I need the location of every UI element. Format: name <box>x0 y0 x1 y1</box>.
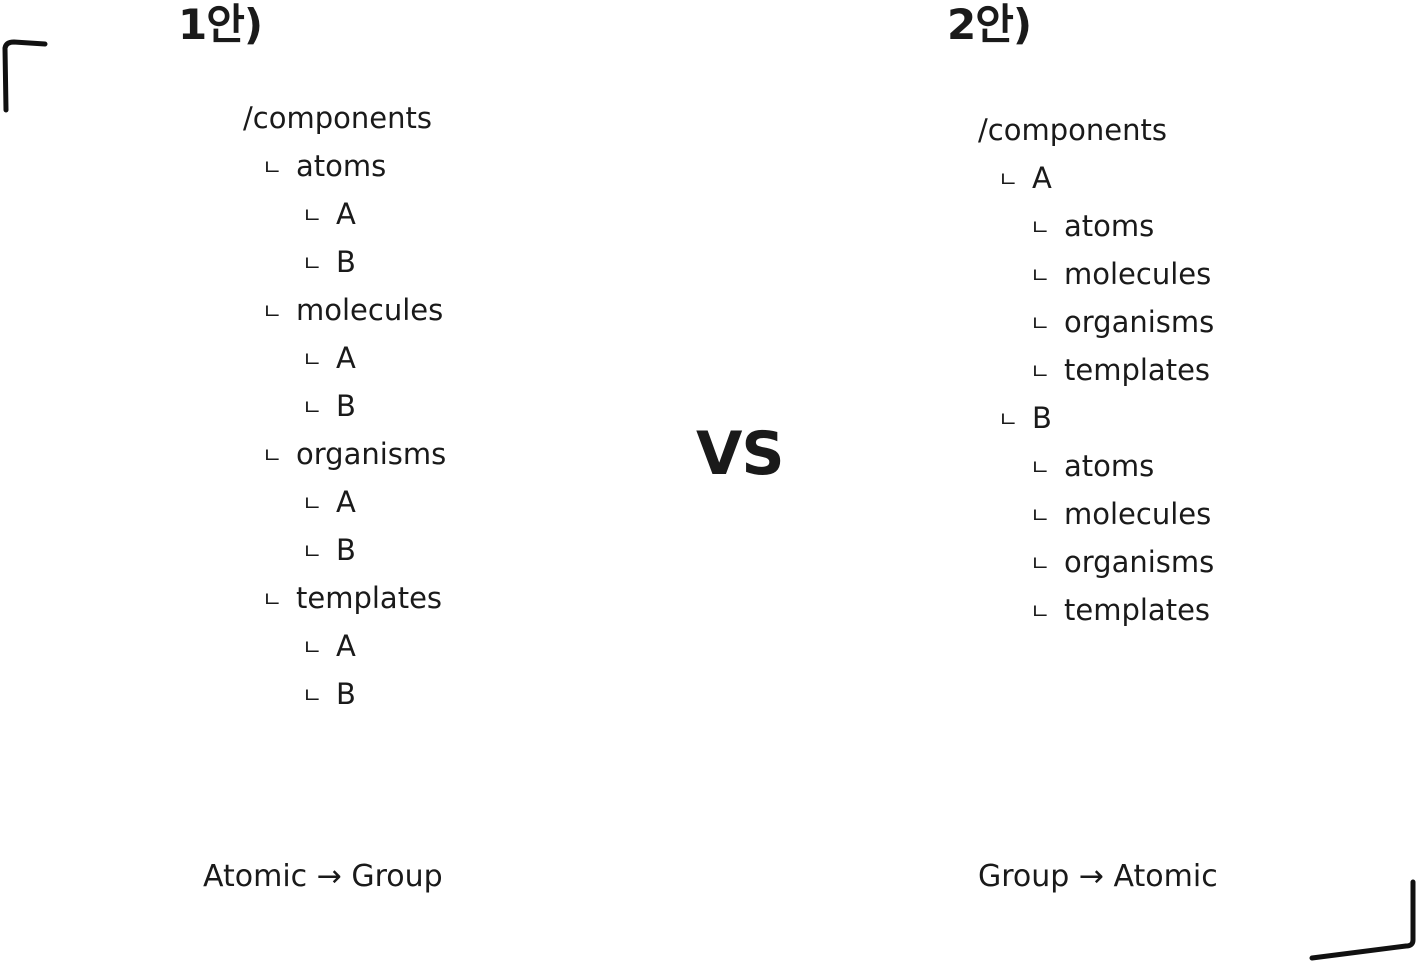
tree-folder: ㄴ organisms <box>262 440 446 469</box>
tree-branch-icon: ㄴ <box>998 408 1019 433</box>
tree-node-label: /components <box>243 101 432 135</box>
tree-branch-icon: ㄴ <box>1030 312 1051 337</box>
tree-node-label: molecules <box>1064 257 1212 291</box>
tree-subfolder: ㄴ templates <box>1030 596 1210 625</box>
tree-node-label: B <box>336 533 356 567</box>
tree-branch-icon: ㄴ <box>1030 600 1051 625</box>
tree-root: /components <box>978 116 1167 145</box>
tree-subfolder: ㄴ atoms <box>1030 212 1154 241</box>
tree-branch-icon: ㄴ <box>302 540 323 565</box>
tree-branch-icon: ㄴ <box>1030 456 1051 481</box>
tree-subfolder: ㄴ molecules <box>1030 260 1211 289</box>
tree-node-label: templates <box>1064 593 1211 627</box>
tree-node-label: B <box>1032 401 1052 435</box>
tree-root: /components <box>243 104 432 133</box>
tree-branch-icon: ㄴ <box>1030 360 1051 385</box>
tree-subfolder: ㄴ organisms <box>1030 548 1214 577</box>
tree-node-label: A <box>336 485 356 519</box>
tree-node-label: molecules <box>1064 497 1212 531</box>
option2-caption: Group → Atomic <box>978 859 1218 894</box>
tree-subfolder: ㄴ molecules <box>1030 500 1211 529</box>
tree-node-label: organisms <box>296 437 447 471</box>
tree-node-label: atoms <box>1064 449 1155 483</box>
tree-branch-icon: ㄴ <box>302 204 323 229</box>
tree-branch-icon: ㄴ <box>262 156 283 181</box>
option2-heading: 2안) <box>947 0 1032 49</box>
tree-branch-icon: ㄴ <box>302 684 323 709</box>
tree-branch-icon: ㄴ <box>302 396 323 421</box>
tree-branch-icon: ㄴ <box>998 168 1019 193</box>
tree-node-label: molecules <box>296 293 444 327</box>
tree-node-label: templates <box>1064 353 1211 387</box>
tree-node-label: B <box>336 245 356 279</box>
tree-branch-icon: ㄴ <box>262 300 283 325</box>
tree-branch-icon: ㄴ <box>1030 216 1051 241</box>
tree-subfolder: ㄴ templates <box>1030 356 1210 385</box>
tree-node-label: atoms <box>1064 209 1155 243</box>
tree-folder: ㄴ molecules <box>262 296 443 325</box>
tree-branch-icon: ㄴ <box>262 588 283 613</box>
top-left-corner-mark <box>2 39 48 113</box>
tree-node-label: A <box>1032 161 1052 195</box>
bottom-right-corner-mark <box>1309 879 1416 961</box>
tree-folder: ㄴ templates <box>262 584 442 613</box>
tree-branch-icon: ㄴ <box>302 348 323 373</box>
tree-node-label: B <box>336 389 356 423</box>
tree-node-label: B <box>336 677 356 711</box>
tree-node-label: organisms <box>1064 305 1215 339</box>
tree-node-label: templates <box>296 581 443 615</box>
tree-subfolder: ㄴ organisms <box>1030 308 1214 337</box>
tree-folder: ㄴ atoms <box>262 152 386 181</box>
tree-subfolder: ㄴ atoms <box>1030 452 1154 481</box>
vs-label: VS <box>696 419 785 489</box>
tree-branch-icon: ㄴ <box>1030 264 1051 289</box>
tree-node-label: organisms <box>1064 545 1215 579</box>
tree-branch-icon: ㄴ <box>1030 504 1051 529</box>
tree-node-label: A <box>336 341 356 375</box>
tree-branch-icon: ㄴ <box>302 492 323 517</box>
option1-heading: 1안) <box>178 0 263 49</box>
tree-node-label: A <box>336 197 356 231</box>
tree-branch-icon: ㄴ <box>302 252 323 277</box>
tree-branch-icon: ㄴ <box>262 444 283 469</box>
option1-caption: Atomic → Group <box>203 859 443 894</box>
tree-node-label: /components <box>978 113 1167 147</box>
tree-node-label: A <box>336 629 356 663</box>
tree-node-label: atoms <box>296 149 387 183</box>
tree-branch-icon: ㄴ <box>302 636 323 661</box>
tree-branch-icon: ㄴ <box>1030 552 1051 577</box>
